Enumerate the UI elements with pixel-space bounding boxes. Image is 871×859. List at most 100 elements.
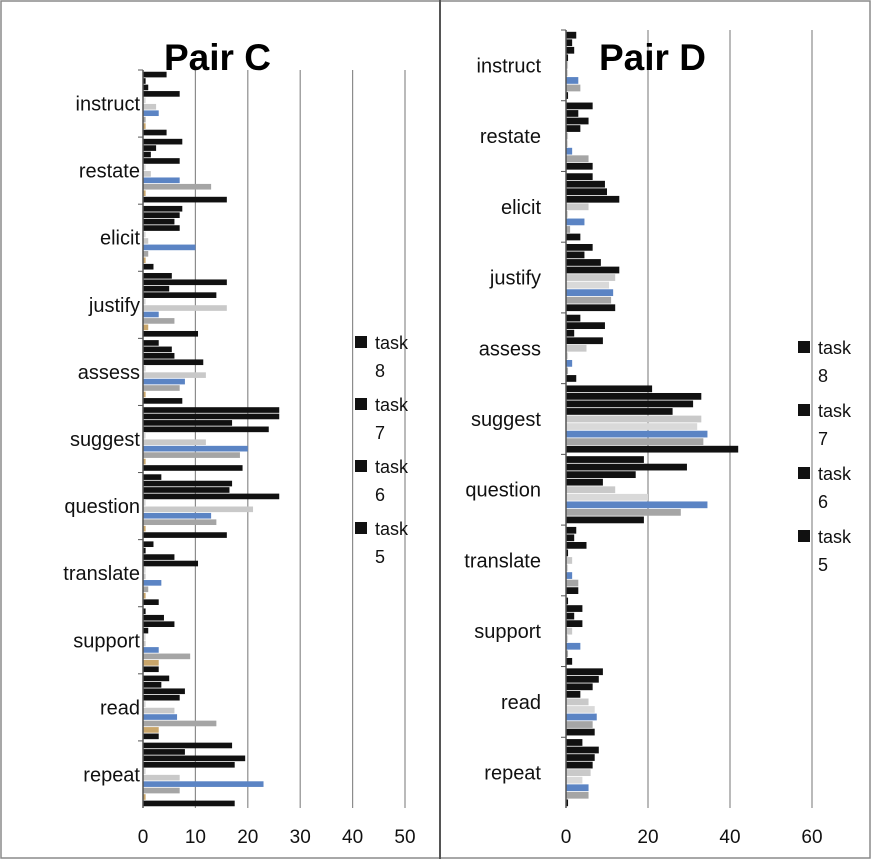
bar [143, 257, 146, 264]
bar [143, 145, 157, 151]
bar [143, 727, 159, 733]
bar [143, 532, 227, 538]
bar [566, 478, 603, 486]
bar [143, 666, 159, 673]
bar [143, 151, 151, 158]
bar [143, 541, 154, 548]
bar [143, 225, 180, 231]
bar [566, 344, 587, 352]
category-label: instruct [477, 55, 542, 77]
bar [143, 701, 146, 707]
bar [566, 675, 599, 683]
bar [143, 298, 146, 305]
bar [566, 516, 644, 524]
bar [566, 549, 569, 557]
category-label: justify [489, 268, 541, 290]
bar [143, 91, 180, 97]
bar [143, 158, 180, 164]
bar [566, 92, 569, 99]
bar [143, 787, 180, 794]
bar [143, 205, 183, 212]
bar [143, 212, 180, 219]
category-label: instruct [76, 94, 141, 116]
bar [143, 634, 146, 640]
x-tick-label: 40 [719, 827, 740, 848]
bar [143, 231, 146, 238]
bar [566, 173, 593, 181]
bar [566, 463, 687, 471]
bar [566, 415, 702, 423]
x-tick-label: 10 [185, 827, 206, 848]
bar [566, 456, 644, 463]
legend-swatch [798, 404, 810, 416]
x-tick-label: 0 [138, 827, 149, 848]
bar [566, 572, 573, 579]
bar [566, 259, 601, 266]
bar [143, 263, 154, 270]
bar [143, 123, 146, 129]
bar [143, 432, 146, 439]
panel-pair-c: instruct restate elicit justify assess sugges… [63, 37, 415, 848]
bar [143, 621, 175, 627]
bar [566, 243, 593, 251]
legend-label: task [375, 395, 409, 415]
bar [566, 713, 597, 721]
bar [143, 407, 280, 413]
bar [566, 721, 593, 728]
bar [143, 586, 149, 593]
bar [143, 71, 167, 78]
bar [143, 398, 183, 404]
bar [143, 285, 170, 292]
bar [143, 749, 185, 755]
bar [143, 647, 159, 653]
bar [143, 580, 162, 586]
bar [566, 508, 681, 516]
bar [143, 733, 159, 740]
bar [143, 305, 227, 311]
bar [566, 784, 589, 792]
category-label: suggest [471, 409, 541, 431]
legend-swatch [355, 460, 367, 472]
bar [566, 430, 708, 438]
bar [143, 420, 233, 426]
bar [566, 218, 585, 226]
bar [143, 292, 217, 298]
bar [566, 534, 575, 542]
category-label: assess [78, 362, 140, 384]
bar [566, 501, 708, 509]
bar [143, 84, 149, 91]
bar [143, 171, 151, 177]
bar [566, 77, 579, 84]
bar [566, 266, 620, 274]
bar [566, 322, 605, 330]
x-tick-label: 30 [290, 827, 311, 848]
legend-swatch [355, 398, 367, 410]
legend-label: 5 [375, 547, 385, 567]
category-label: justify [88, 295, 140, 317]
bar [566, 597, 569, 605]
bar [143, 458, 146, 465]
bar [566, 392, 702, 400]
bar [566, 564, 569, 572]
x-tick-label: 50 [394, 827, 415, 848]
bar [566, 155, 589, 163]
bar [566, 147, 573, 155]
bar [143, 614, 164, 621]
bar [566, 728, 595, 736]
x-tick-label: 40 [342, 827, 363, 848]
bar [143, 781, 264, 787]
bar [566, 210, 569, 218]
bar [566, 84, 581, 92]
bar [143, 627, 149, 634]
bar [566, 195, 620, 203]
bar [143, 190, 146, 196]
bar [566, 180, 605, 188]
bar [566, 605, 583, 612]
bar [143, 493, 280, 500]
x-tick-label: 20 [237, 827, 258, 848]
legend-label: 6 [818, 492, 828, 512]
bar [566, 635, 569, 643]
bar [566, 438, 704, 446]
